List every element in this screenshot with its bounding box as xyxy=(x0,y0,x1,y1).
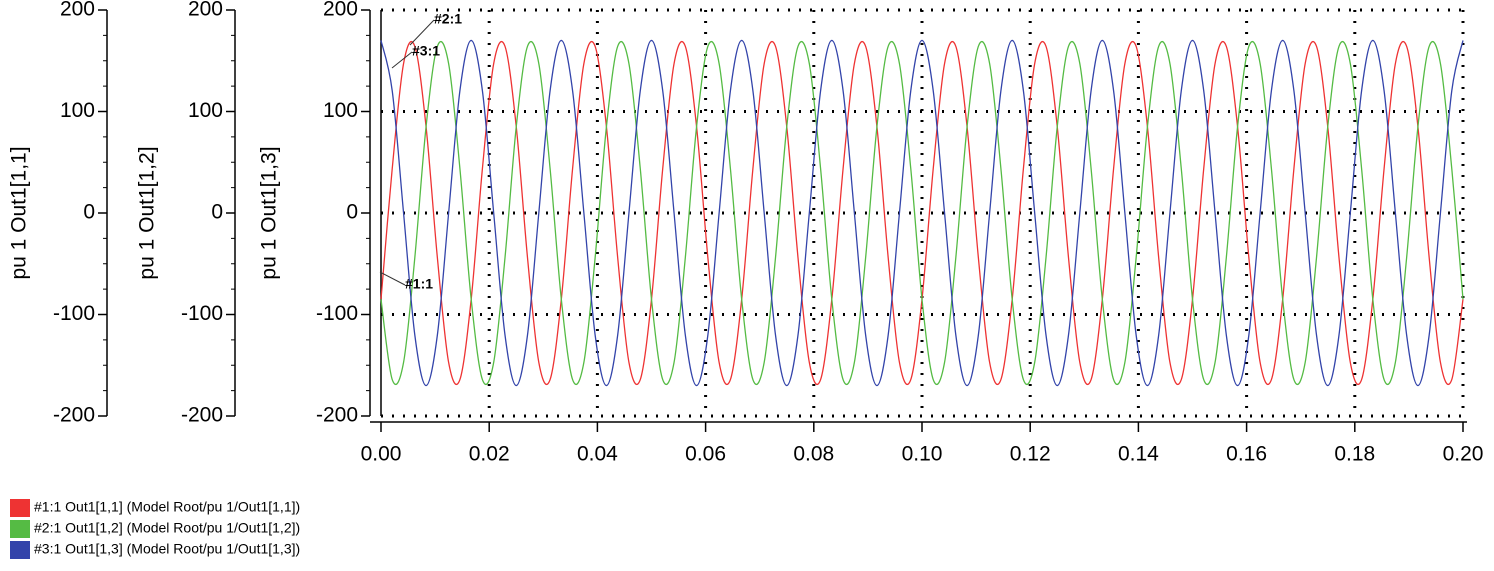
legend-label: #2:1 Out1[1,2] (Model Root/pu 1/Out1[1,2… xyxy=(34,520,300,536)
legend-label: #3:1 Out1[1,3] (Model Root/pu 1/Out1[1,3… xyxy=(34,541,300,557)
annotation: #2:1 xyxy=(434,11,462,27)
y-tick-label: -100 xyxy=(53,302,95,325)
x-tick-label: 0.16 xyxy=(1226,443,1267,466)
y-tick-label: 200 xyxy=(323,0,358,21)
legend-swatch xyxy=(10,520,30,538)
y-tick-label: 0 xyxy=(346,201,358,224)
y-tick-label: 200 xyxy=(60,0,95,21)
y-tick-label: 100 xyxy=(323,99,358,122)
x-tick-label: 0.04 xyxy=(577,443,618,466)
x-tick-label: 0.10 xyxy=(902,443,943,466)
series-line xyxy=(380,41,1464,385)
y-tick-label: 200 xyxy=(188,0,223,21)
annotation: #1:1 xyxy=(405,276,433,292)
y-tick-label: -200 xyxy=(53,404,95,427)
x-tick-label: 0.00 xyxy=(361,443,402,466)
x-tick-label: 0.20 xyxy=(1443,443,1484,466)
series-line xyxy=(380,39,1464,387)
y-tick-label: -100 xyxy=(316,302,358,325)
y-tick-label: 100 xyxy=(188,99,223,122)
y-tick-label: -200 xyxy=(181,404,223,427)
x-tick-label: 0.18 xyxy=(1334,443,1375,466)
legend-label: #1:1 Out1[1,1] (Model Root/pu 1/Out1[1,1… xyxy=(34,499,300,515)
annotation-leader xyxy=(391,51,413,69)
x-tick-label: 0.08 xyxy=(793,443,834,466)
y-tick-label: 0 xyxy=(83,201,95,224)
legend-swatch xyxy=(10,541,30,559)
annotation-leader xyxy=(409,19,435,46)
x-tick-label: 0.14 xyxy=(1118,443,1159,466)
y-tick-label: 0 xyxy=(211,201,223,224)
annotation: #3:1 xyxy=(412,43,440,59)
y-tick-label: -100 xyxy=(181,302,223,325)
y-tick-label: -200 xyxy=(316,404,358,427)
annotation-leader xyxy=(379,271,406,286)
x-tick-label: 0.06 xyxy=(685,443,726,466)
x-tick-label: 0.02 xyxy=(469,443,510,466)
y-axis-label: pu 1 Out1[1,3] xyxy=(258,146,281,279)
x-tick-label: 0.12 xyxy=(1010,443,1051,466)
y-tick-label: 100 xyxy=(60,99,95,122)
y-axis-label: pu 1 Out1[1,1] xyxy=(8,146,31,279)
legend-swatch xyxy=(10,499,30,517)
y-axis-label: pu 1 Out1[1,2] xyxy=(136,146,159,279)
